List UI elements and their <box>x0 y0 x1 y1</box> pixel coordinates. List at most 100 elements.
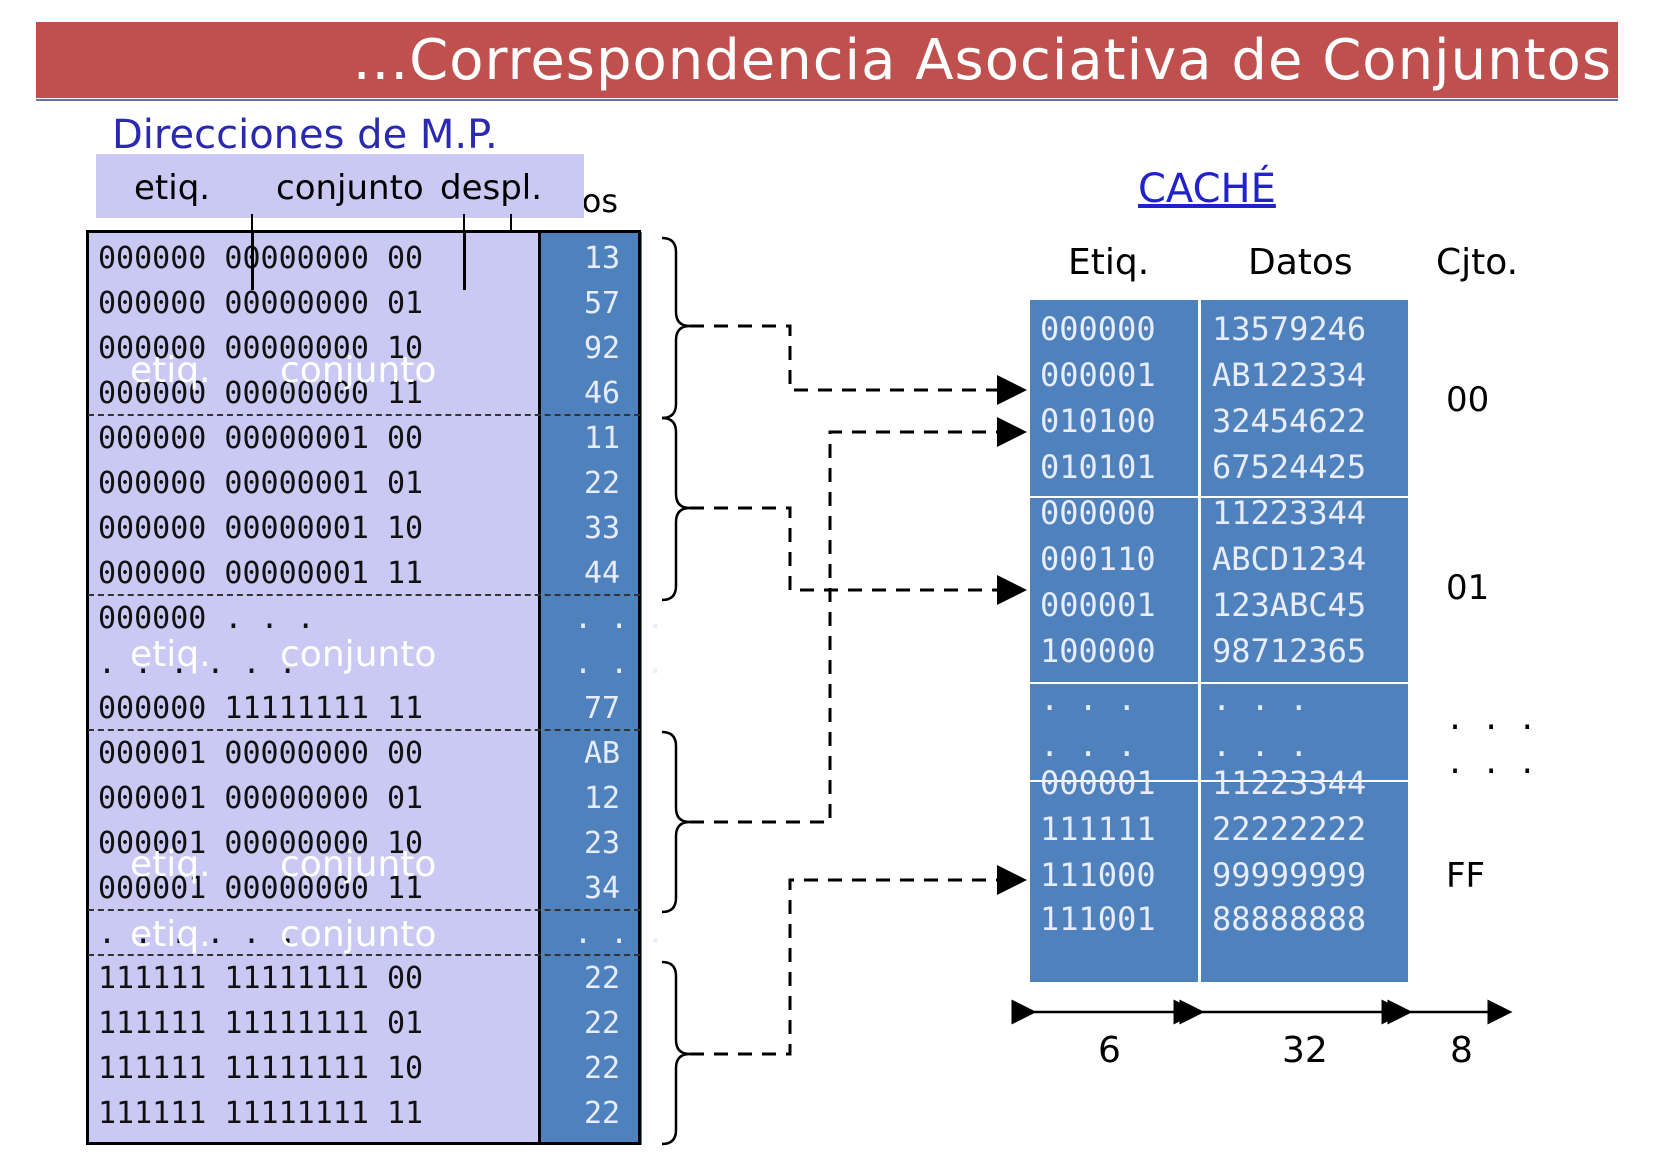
cache-tag: . . . <box>1040 680 1137 718</box>
memory-data-value: 57 <box>583 286 621 321</box>
memory-data-value: 22 <box>583 1006 621 1041</box>
cache-set-label: 01 <box>1446 568 1490 608</box>
cache-data: 99999999 <box>1212 856 1367 894</box>
memory-address: 000001 00000000 11 <box>98 871 424 906</box>
ghost-conjunto-3: conjunto <box>280 844 437 885</box>
cache-data: . . . <box>1212 726 1309 764</box>
mapping-arrow <box>690 324 1027 405</box>
cache-data: AB122334 <box>1212 356 1367 394</box>
memory-row: 000000 00000000 10 92 <box>98 326 648 371</box>
cache-set-label: 00 <box>1446 380 1490 420</box>
cache-set-divider-2 <box>1030 682 1408 684</box>
memory-address: 000000 00000001 11 <box>98 556 424 591</box>
cache-data: 98712365 <box>1212 632 1367 670</box>
cache-set-divider-3 <box>1030 780 1408 782</box>
memory-data-column <box>538 232 642 1145</box>
cache-tag: 000001 <box>1040 356 1156 394</box>
memory-table-border <box>86 230 641 1145</box>
header-despl: despl. <box>440 168 543 208</box>
memory-data-value: 46 <box>583 376 621 411</box>
cache-tag: 111111 <box>1040 810 1156 848</box>
cache-set-divider-1 <box>1030 496 1408 498</box>
memory-data-value: 44 <box>583 556 621 591</box>
cache-tag: 000000 <box>1040 310 1156 348</box>
cache-tag: 000001 <box>1040 764 1156 802</box>
memory-data-value: 11 <box>583 421 621 456</box>
cache-tag: . . . <box>1040 726 1137 764</box>
memory-data-value: 23 <box>583 826 621 861</box>
memory-address: 000000 00000000 00 <box>98 241 424 276</box>
memory-address: . . . . . . <box>98 916 297 951</box>
memory-datos-header: Datos <box>582 182 618 220</box>
cache-table <box>1030 300 1408 982</box>
memory-data-value: 12 <box>583 781 621 816</box>
cache-data: 32454622 <box>1212 402 1367 440</box>
cache-tag: 010100 <box>1040 402 1156 440</box>
memory-address: 111111 11111111 00 <box>98 961 424 996</box>
cache-header-datos: Datos <box>1248 242 1353 283</box>
block-separator <box>88 414 640 416</box>
memory-row: 000001 00000000 00 AB <box>98 731 648 776</box>
ghost-etiq-3: etiq. <box>130 844 211 885</box>
memory-data-value: 13 <box>583 241 621 276</box>
memory-row: 111111 11111111 11 22 <box>98 1091 648 1136</box>
brace-icon <box>661 416 691 602</box>
memory-address: 000000 00000000 01 <box>98 286 424 321</box>
header-etiq: etiq. <box>134 168 211 208</box>
ghost-etiq-2: etiq. <box>130 634 211 675</box>
memory-address: 000001 00000000 01 <box>98 781 424 816</box>
width-label-tag: 6 <box>1098 1030 1121 1071</box>
ghost-etiq-4: etiq. <box>130 914 211 955</box>
memory-data-value: 77 <box>583 691 621 726</box>
memory-address: 111111 11111111 10 <box>98 1051 424 1086</box>
cache-data: 123ABC45 <box>1212 586 1367 624</box>
memory-data-value: 22 <box>583 466 621 501</box>
memory-address: 000000 00000001 00 <box>98 421 424 456</box>
cache-data: ABCD1234 <box>1212 540 1367 578</box>
memory-row: 111111 11111111 10 22 <box>98 1046 648 1091</box>
cache-data: 13579246 <box>1212 310 1367 348</box>
memory-data-value: 33 <box>583 511 621 546</box>
memory-title: Direcciones de M.P. <box>112 112 498 158</box>
cache-data: . . . <box>1212 680 1309 718</box>
memory-row: 000001 00000000 11 34 <box>98 866 648 911</box>
block-separator <box>88 729 640 731</box>
width-label-data: 32 <box>1282 1030 1328 1071</box>
block-separator <box>88 909 640 911</box>
cache-data: 67524425 <box>1212 448 1367 486</box>
memory-data-value: AB <box>583 736 621 771</box>
memory-data-value: 22 <box>583 961 621 996</box>
memory-address: 000000 00000000 11 <box>98 376 424 411</box>
memory-address: 000001 00000000 10 <box>98 826 424 861</box>
memory-data-value: 34 <box>583 871 621 906</box>
slide-title: ...Correspondencia Asociativa de Conjunt… <box>352 28 1612 93</box>
title-underline <box>36 99 1618 101</box>
memory-row: 000000 00000001 01 22 <box>98 461 648 506</box>
cache-data: 22222222 <box>1212 810 1367 848</box>
mapping-arrow <box>690 417 1027 824</box>
memory-data-value: 92 <box>583 331 621 366</box>
memory-row: 000001 00000000 01 12 <box>98 776 648 821</box>
memory-data-value: 22 <box>583 1051 621 1086</box>
memory-row: 000000 00000000 01 57 <box>98 281 648 326</box>
cache-tag: 100000 <box>1040 632 1156 670</box>
memory-row: 000000 00000001 10 33 <box>98 506 648 551</box>
memory-address: 000000 . . . <box>98 601 315 636</box>
mapping-arrow <box>690 865 1027 1056</box>
memory-row: 000000 00000001 00 11 <box>98 416 648 461</box>
memory-row: 000000 00000000 11 46 <box>98 371 648 416</box>
memory-address: 111111 11111111 11 <box>98 1096 424 1131</box>
memory-row: 111111 11111111 01 22 <box>98 1001 648 1046</box>
memory-address: 000000 00000001 10 <box>98 511 424 546</box>
cache-data: 11223344 <box>1212 494 1367 532</box>
width-label-set: 8 <box>1450 1030 1473 1071</box>
brace-icon <box>661 730 691 914</box>
memory-address: 000000 00000001 01 <box>98 466 424 501</box>
cache-tag: 111001 <box>1040 900 1156 938</box>
field-divider-2 <box>463 232 466 290</box>
memory-row: . . . . . .. . . <box>98 911 664 956</box>
field-divider-1 <box>251 232 254 290</box>
memory-address: 000000 00000000 10 <box>98 331 424 366</box>
field-tick-3 <box>510 214 512 230</box>
cache-tag: 000110 <box>1040 540 1156 578</box>
